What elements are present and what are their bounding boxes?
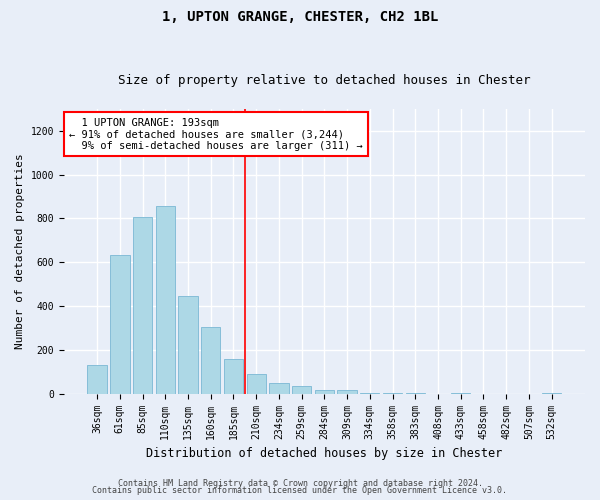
Text: Contains HM Land Registry data © Crown copyright and database right 2024.: Contains HM Land Registry data © Crown c… <box>118 478 482 488</box>
Bar <box>269 382 289 394</box>
Bar <box>201 327 220 394</box>
Bar <box>247 374 266 394</box>
Bar <box>406 392 425 394</box>
Bar <box>360 392 379 394</box>
Bar <box>451 392 470 394</box>
Bar <box>133 218 152 394</box>
Bar <box>542 392 562 394</box>
Bar <box>110 254 130 394</box>
Bar <box>337 390 357 394</box>
Bar <box>155 206 175 394</box>
Text: 1, UPTON GRANGE, CHESTER, CH2 1BL: 1, UPTON GRANGE, CHESTER, CH2 1BL <box>162 10 438 24</box>
Bar <box>315 390 334 394</box>
Title: Size of property relative to detached houses in Chester: Size of property relative to detached ho… <box>118 74 530 87</box>
Bar <box>178 296 197 394</box>
Bar <box>383 392 402 394</box>
X-axis label: Distribution of detached houses by size in Chester: Distribution of detached houses by size … <box>146 447 503 460</box>
Text: Contains public sector information licensed under the Open Government Licence v3: Contains public sector information licen… <box>92 486 508 495</box>
Text: 1 UPTON GRANGE: 193sqm
← 91% of detached houses are smaller (3,244)
  9% of semi: 1 UPTON GRANGE: 193sqm ← 91% of detached… <box>69 118 363 150</box>
Y-axis label: Number of detached properties: Number of detached properties <box>15 154 25 349</box>
Bar <box>88 365 107 394</box>
Bar <box>224 358 243 394</box>
Bar <box>292 386 311 394</box>
